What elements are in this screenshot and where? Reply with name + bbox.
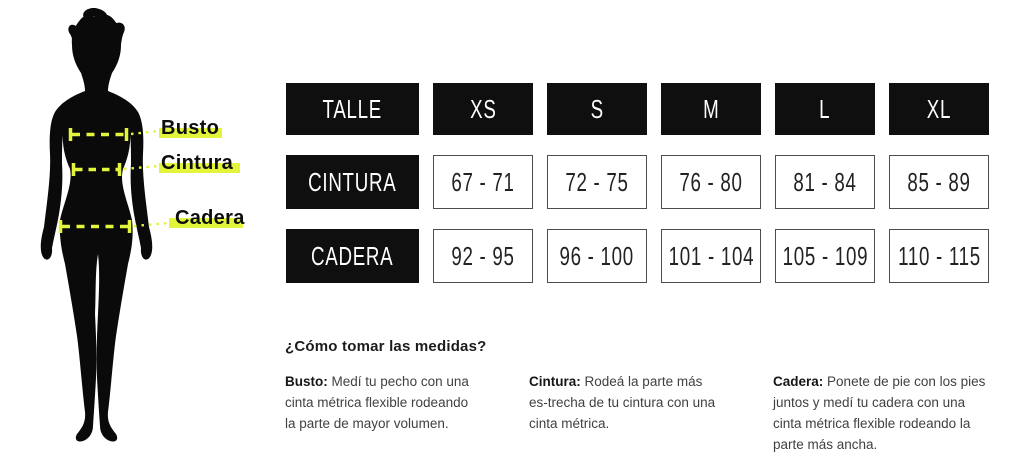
header-cell-talle: TALLE: [286, 83, 419, 135]
hair-wisp-left: [68, 24, 80, 52]
bust-instruction-term: Busto:: [285, 374, 328, 389]
hip-label-highlight: [169, 218, 243, 228]
how-to-measure-title: ¿Cómo tomar las medidas?: [285, 338, 487, 355]
hair-wisp-right: [112, 22, 125, 50]
hip-instruction-term: Cadera:: [773, 374, 824, 389]
measurement-value: 67 - 71: [451, 166, 515, 197]
value-cell-cadera-m: 101 - 104: [661, 229, 761, 283]
row-label-cintura: CINTURA: [286, 155, 419, 209]
value-cell-cintura-m: 76 - 80: [661, 155, 761, 209]
bust-label-highlight: [159, 128, 222, 138]
header-label: M: [702, 93, 720, 124]
hip-instruction-text: Ponete de pie con los pies juntos y medí…: [773, 374, 986, 452]
measurement-value: 72 - 75: [565, 166, 629, 197]
header-label: TALLE: [322, 93, 383, 124]
waist-measure-line: [71, 163, 160, 176]
value-cell-cintura-l: 81 - 84: [775, 155, 875, 209]
header-cell-xs: XS: [433, 83, 533, 135]
hip-instruction: Cadera: Ponete de pie con los pies junto…: [773, 372, 995, 456]
waist-label-highlight: [159, 163, 240, 173]
header-label: S: [590, 93, 604, 124]
waist-instruction-term: Cintura:: [529, 374, 581, 389]
measurement-value: 105 - 109: [782, 240, 868, 271]
row-label: CADERA: [311, 240, 394, 271]
bust-instruction-text: Medí tu pecho con una cinta métrica flex…: [285, 374, 469, 431]
measurement-value: 96 - 100: [559, 240, 635, 271]
header-cell-xl: XL: [889, 83, 989, 135]
measurement-value: 92 - 95: [451, 240, 515, 271]
measurement-value: 76 - 80: [679, 166, 743, 197]
header-cell-m: M: [661, 83, 761, 135]
waist-instruction: Cintura: Rodeá la parte más es-trecha de…: [529, 372, 721, 435]
row-label: CINTURA: [308, 166, 397, 197]
body-measurement-figure: Busto Cintura Cadera: [40, 8, 245, 442]
header-cell-l: L: [775, 83, 875, 135]
value-cell-cadera-l: 105 - 109: [775, 229, 875, 283]
header-label: XL: [926, 93, 952, 124]
hip-measure-line: [58, 220, 170, 233]
row-label-cadera: CADERA: [286, 229, 419, 283]
value-cell-cadera-xs: 92 - 95: [433, 229, 533, 283]
value-cell-cintura-xl: 85 - 89: [889, 155, 989, 209]
header-label: XS: [469, 93, 497, 124]
hip-label: Cadera: [175, 207, 245, 229]
header-cell-s: S: [547, 83, 647, 135]
value-cell-cadera-xl: 110 - 115: [889, 229, 989, 283]
bust-measure-line: [68, 128, 160, 141]
waist-label: Cintura: [161, 152, 234, 174]
hair-bun: [83, 8, 108, 22]
value-cell-cintura-xs: 67 - 71: [433, 155, 533, 209]
measurement-value: 101 - 104: [668, 240, 754, 271]
measurement-value: 110 - 115: [897, 240, 981, 271]
value-cell-cadera-s: 96 - 100: [547, 229, 647, 283]
header-label: L: [819, 93, 831, 124]
waist-instruction-text: Rodeá la parte más es-trecha de tu cintu…: [529, 374, 716, 431]
measurement-value: 85 - 89: [907, 166, 971, 197]
measurement-value: 81 - 84: [793, 166, 857, 197]
value-cell-cintura-s: 72 - 75: [547, 155, 647, 209]
bust-instruction: Busto: Medí tu pecho con una cinta métri…: [285, 372, 471, 435]
size-chart-table: TALLE XS S M L XL CINTURA 67 - 71 72 - 7…: [286, 83, 989, 283]
bust-label: Busto: [161, 117, 219, 139]
